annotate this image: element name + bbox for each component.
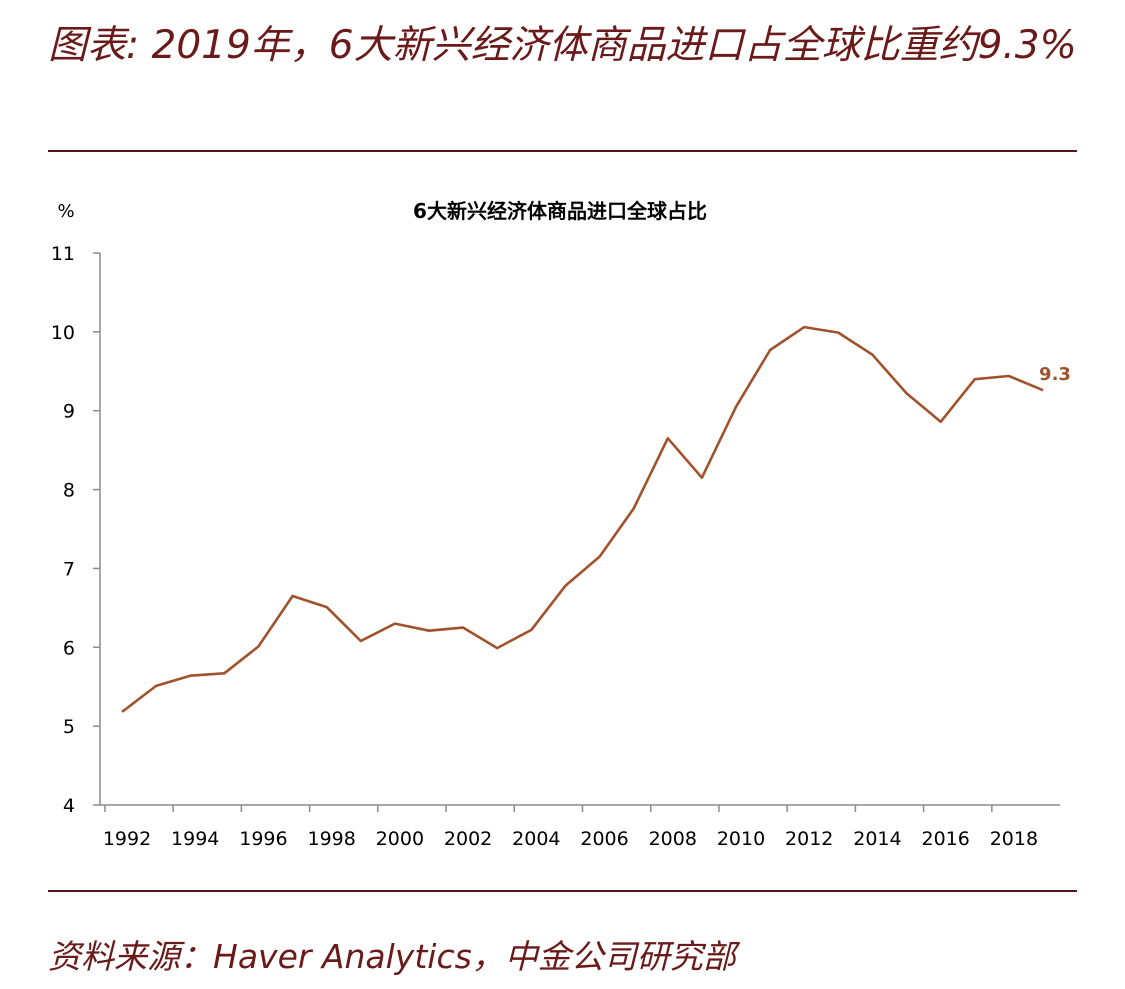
y-tick-label: 8 bbox=[63, 480, 75, 502]
x-tick-label: 2016 bbox=[921, 828, 969, 850]
x-tick-label: 2012 bbox=[785, 828, 833, 850]
series-line-1 bbox=[121, 325, 1044, 713]
x-tick-label: 2014 bbox=[853, 828, 901, 850]
y-tick-label: 10 bbox=[51, 322, 75, 344]
x-tick-label: 2006 bbox=[580, 828, 628, 850]
x-tick-label: 2018 bbox=[990, 828, 1038, 850]
x-tick-label: 1994 bbox=[171, 828, 219, 850]
y-axis-unit-label: % bbox=[57, 201, 74, 222]
title-divider bbox=[48, 150, 1077, 152]
x-tick-label: 1998 bbox=[307, 828, 355, 850]
x-tick-label: 2010 bbox=[717, 828, 765, 850]
source-note: 资料来源：Haver Analytics，中金公司研究部 bbox=[48, 937, 736, 976]
y-tick-label: 11 bbox=[51, 243, 75, 265]
y-tick-label: 5 bbox=[63, 716, 75, 738]
chart-title: 6大新兴经济体商品进口全球占比 bbox=[413, 199, 707, 223]
x-tick-label: 1996 bbox=[239, 828, 287, 850]
x-tick-label: 2004 bbox=[512, 828, 560, 850]
y-tick-label: 4 bbox=[63, 795, 75, 817]
source-divider bbox=[48, 890, 1077, 892]
x-tick-label: 2008 bbox=[649, 828, 697, 850]
x-tick-label: 2002 bbox=[444, 828, 492, 850]
y-tick-label: 6 bbox=[63, 637, 75, 659]
x-tick-label: 2000 bbox=[376, 828, 424, 850]
x-tick-label: 1992 bbox=[103, 828, 151, 850]
y-tick-label: 7 bbox=[63, 558, 75, 580]
data-label-last: 9.3 bbox=[1039, 364, 1071, 385]
figure-title: 图表: 2019年，6大新兴经济体商品进口占全球比重约9.3% bbox=[48, 23, 1077, 68]
y-tick-label: 9 bbox=[63, 401, 75, 423]
